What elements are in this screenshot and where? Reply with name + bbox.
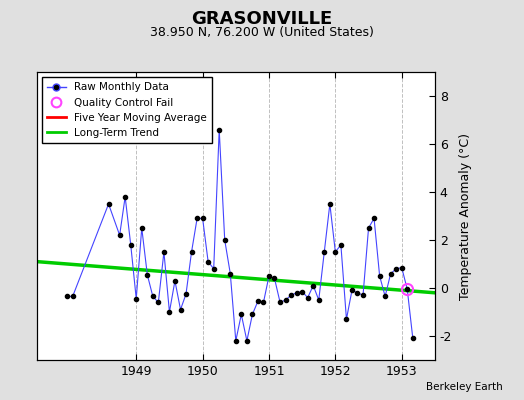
Y-axis label: Temperature Anomaly (°C): Temperature Anomaly (°C)	[459, 132, 472, 300]
Text: Berkeley Earth: Berkeley Earth	[427, 382, 503, 392]
Text: GRASONVILLE: GRASONVILLE	[191, 10, 333, 28]
Text: 38.950 N, 76.200 W (United States): 38.950 N, 76.200 W (United States)	[150, 26, 374, 39]
Legend: Raw Monthly Data, Quality Control Fail, Five Year Moving Average, Long-Term Tren: Raw Monthly Data, Quality Control Fail, …	[42, 77, 212, 143]
